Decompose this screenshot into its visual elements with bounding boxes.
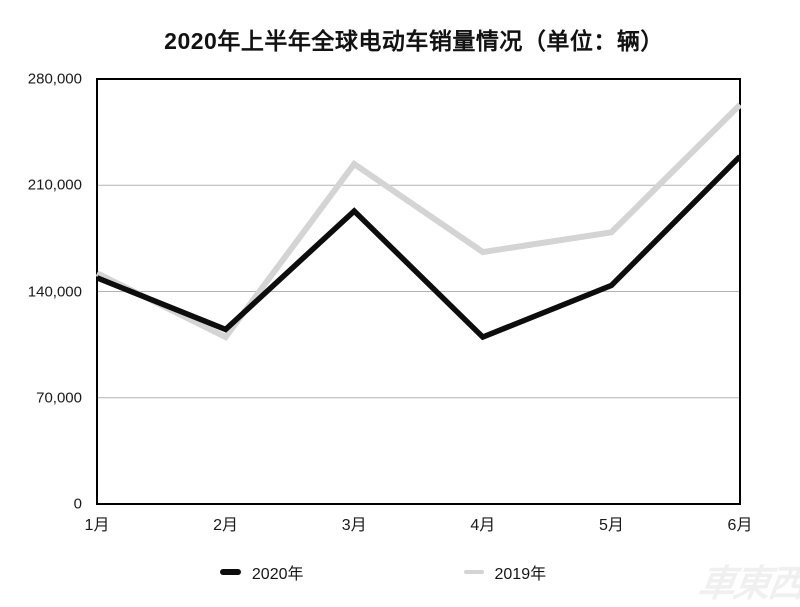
y-axis: 0 70,000 140,000 210,000 280,000 bbox=[0, 71, 85, 513]
legend: 2020年 2019年 bbox=[0, 560, 800, 584]
x-axis-tick-label: 1月 bbox=[84, 517, 110, 534]
y-axis-tick-label: 280,000 bbox=[27, 70, 82, 88]
y-axis-tick-label: 70,000 bbox=[36, 389, 82, 407]
y-axis-tick-label: 140,000 bbox=[27, 283, 82, 300]
x-axis-tick-label: 6月 bbox=[727, 517, 753, 534]
x-axis: 1月 2月 3月 4月 5月 6月 bbox=[85, 511, 753, 534]
x-axis-tick-label: 5月 bbox=[598, 517, 624, 534]
line-chart bbox=[96, 78, 741, 505]
legend-line-marker-2020 bbox=[219, 569, 241, 575]
legend-line-marker-2019 bbox=[463, 570, 484, 574]
legend-label-2019: 2019年 bbox=[494, 566, 547, 583]
legend-label-2020: 2020年 bbox=[251, 566, 304, 583]
y-axis-tick-label: 0 bbox=[73, 495, 82, 513]
chart-title: 2020年上半年全球电动车销量情况（单位：辆） bbox=[164, 28, 664, 54]
x-axis-tick-label: 2月 bbox=[213, 517, 239, 534]
x-axis-tick-label: 3月 bbox=[341, 517, 367, 534]
legend-item-2020: 2020年 bbox=[219, 560, 304, 584]
x-axis-tick-label: 4月 bbox=[470, 517, 496, 534]
legend-item-2019: 2019年 bbox=[463, 560, 547, 584]
y-axis-tick-label: 210,000 bbox=[27, 176, 82, 194]
plot-area bbox=[96, 78, 741, 505]
